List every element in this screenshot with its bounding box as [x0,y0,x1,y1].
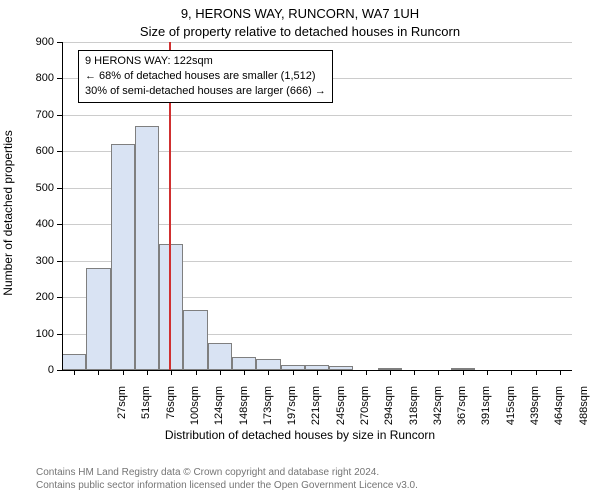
y-tick-label: 200 [28,291,54,303]
x-tick-label: 294sqm [383,386,395,436]
x-tick-label: 221sqm [310,386,322,436]
x-tick-label: 318sqm [408,386,420,436]
x-tick-label: 124sqm [213,386,225,436]
histogram-bar [183,310,207,370]
x-tick-label: 464sqm [553,386,565,436]
x-tick-label: 488sqm [578,386,590,436]
x-tick-label: 173sqm [262,386,274,436]
x-tick-label: 245sqm [335,386,347,436]
y-tick-label: 700 [28,109,54,121]
chart-title-address: 9, HERONS WAY, RUNCORN, WA7 1UH [0,6,600,21]
x-tick-label: 270sqm [359,386,371,436]
y-tick-label: 500 [28,182,54,194]
y-tick-label: 800 [28,72,54,84]
x-tick-label: 51sqm [140,386,152,436]
x-tick-label: 439sqm [529,386,541,436]
x-tick-label: 100sqm [189,386,201,436]
histogram-bar [159,244,183,370]
annotation-line1: 9 HERONS WAY: 122sqm [85,54,326,69]
x-tick-label: 391sqm [480,386,492,436]
annotation-line2: ← 68% of detached houses are smaller (1,… [85,69,326,84]
y-tick-label: 600 [28,145,54,157]
y-tick-label: 400 [28,218,54,230]
y-tick-label: 100 [28,328,54,340]
y-axis-label: Number of detached properties [1,113,15,313]
x-tick-label: 197sqm [286,386,298,436]
histogram-bar [86,268,110,370]
histogram-bar [62,354,86,370]
x-tick-label: 148sqm [238,386,250,436]
x-axis-line [62,370,572,371]
x-tick-label: 367sqm [456,386,468,436]
y-tick-label: 300 [28,255,54,267]
footer-attribution: Contains HM Land Registry data © Crown c… [36,466,418,492]
x-tick-label: 415sqm [505,386,517,436]
footer-line1: Contains HM Land Registry data © Crown c… [36,466,418,479]
grid-line [62,42,572,43]
annotation-line3: 30% of semi-detached houses are larger (… [85,84,326,99]
chart-title-subtitle: Size of property relative to detached ho… [0,24,600,39]
chart-container: { "titles": { "line1": "9, HERONS WAY, R… [0,0,600,500]
footer-line2: Contains public sector information licen… [36,479,418,492]
histogram-bar [111,144,135,370]
y-tick-label: 900 [28,36,54,48]
y-tick-label: 0 [28,364,54,376]
histogram-bar [256,359,280,370]
histogram-bar [135,126,159,370]
histogram-bar [208,343,232,370]
y-axis-line [62,42,63,370]
x-tick-label: 342sqm [432,386,444,436]
annotation-box: 9 HERONS WAY: 122sqm ← 68% of detached h… [78,50,333,103]
grid-line [62,115,572,116]
x-tick-label: 27sqm [116,386,128,436]
x-tick-label: 76sqm [165,386,177,436]
histogram-bar [232,357,256,370]
